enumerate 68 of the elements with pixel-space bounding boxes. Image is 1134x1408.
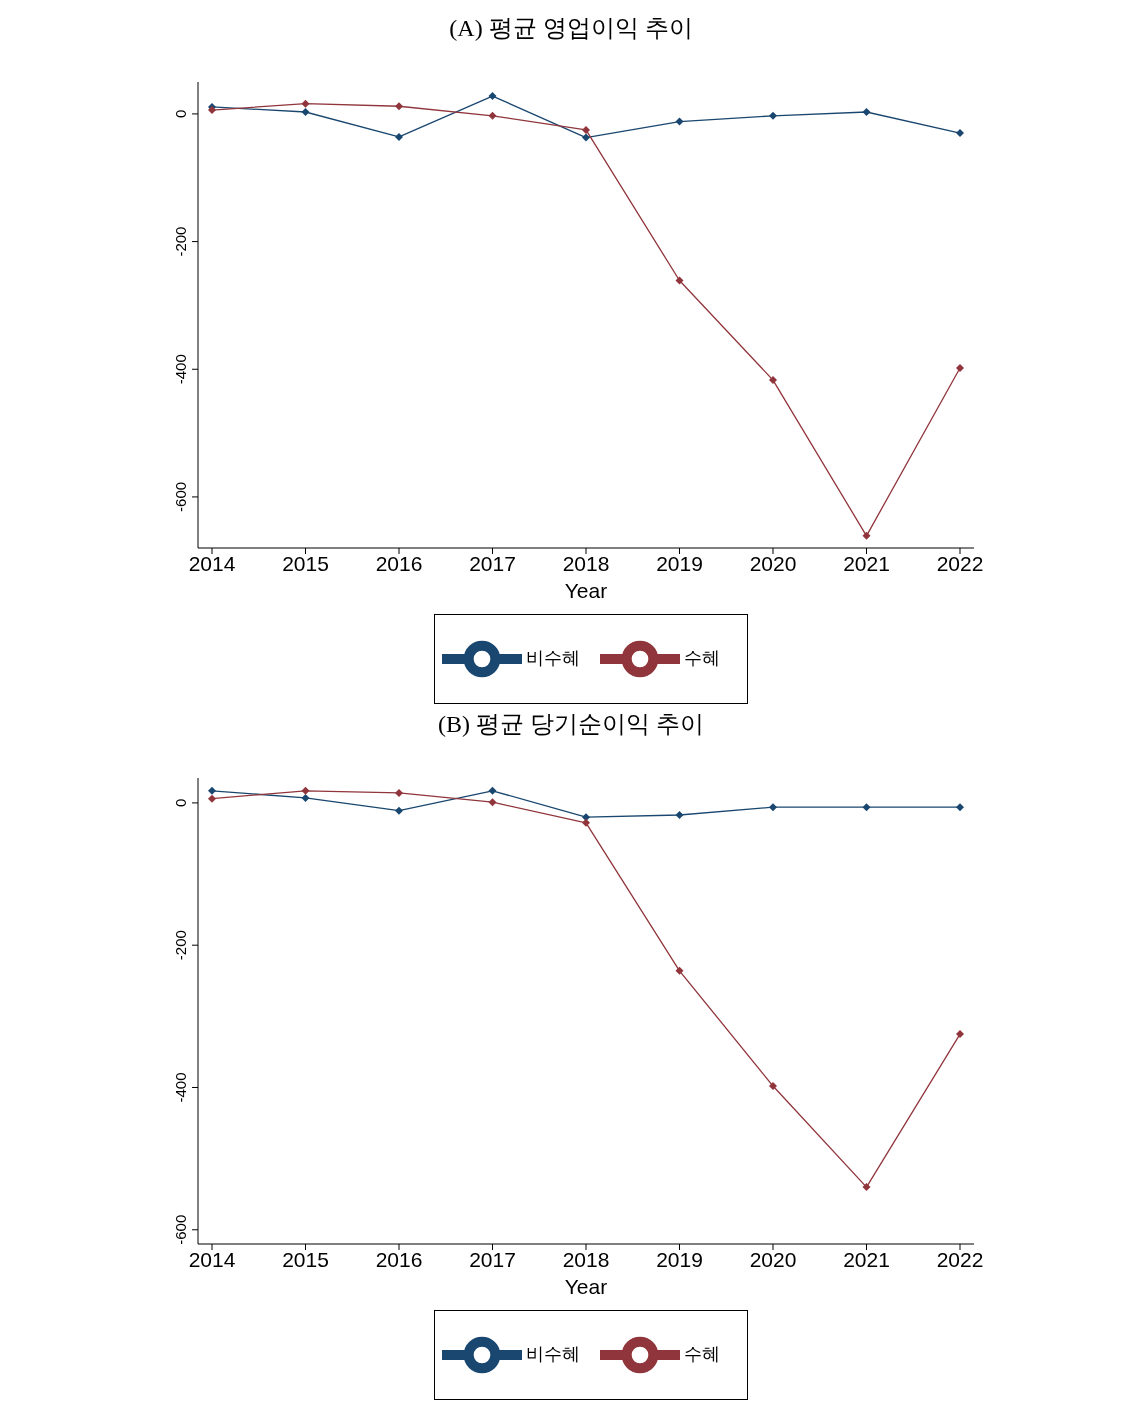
x-tick-label: 2019	[656, 551, 703, 575]
point	[208, 794, 216, 803]
point	[395, 788, 403, 797]
y-tick-label: 0	[172, 798, 189, 808]
x-tick-label: 2014	[188, 551, 236, 575]
legend-label: 수혜	[684, 647, 720, 668]
point	[675, 276, 684, 285]
point	[956, 129, 964, 138]
y-tick-label: -400	[172, 354, 189, 385]
x-tick-label: 2022	[936, 1247, 984, 1271]
legend-label: 비수혜	[526, 647, 580, 668]
x-tick-label: 2018	[562, 1247, 610, 1271]
point	[488, 92, 497, 101]
x-tick-label: 2017	[469, 1247, 516, 1271]
point	[956, 363, 964, 372]
point	[582, 133, 590, 142]
point	[395, 806, 403, 815]
point	[769, 111, 777, 120]
x-tick-label: 2015	[282, 551, 329, 575]
x-tick-label: 2014	[188, 1247, 236, 1271]
point	[675, 966, 684, 975]
point	[301, 786, 310, 795]
point	[675, 811, 684, 819]
x-tick-label: 2021	[843, 1247, 890, 1271]
legend-label: 비수혜	[526, 1343, 580, 1364]
y-tick-label: -600	[172, 481, 189, 512]
point	[488, 111, 497, 120]
x-tick-label: 2018	[562, 551, 610, 575]
point	[769, 376, 777, 385]
point	[769, 803, 777, 812]
x-tick-label: 2020	[749, 551, 797, 575]
y-tick-label: 0	[172, 109, 189, 119]
x-tick-label: 2017	[469, 551, 516, 575]
point	[956, 1030, 964, 1039]
point	[582, 818, 590, 827]
point	[862, 1183, 871, 1192]
chart-title: (B) 평균 당기순이익 추이	[437, 710, 705, 739]
point	[208, 786, 216, 795]
x-tick-label: 2020	[749, 1247, 797, 1271]
x-axis-title: Year	[564, 579, 608, 602]
x-tick-label: 2019	[656, 1247, 703, 1271]
point	[769, 1082, 777, 1091]
point	[488, 786, 497, 795]
y-tick-label: -200	[172, 930, 189, 961]
point	[301, 793, 310, 802]
y-tick-label: -600	[172, 1214, 189, 1245]
x-tick-label: 2015	[282, 1247, 329, 1271]
chart-title: (A) 평균 영업이익 추이	[448, 14, 694, 43]
x-tick-label: 2021	[843, 551, 890, 575]
y-tick-label: -200	[172, 226, 189, 257]
x-tick-label: 2016	[375, 1247, 423, 1271]
point	[395, 132, 403, 141]
point	[395, 102, 403, 111]
x-tick-label: 2022	[936, 551, 984, 575]
point	[301, 108, 310, 116]
point	[208, 106, 216, 115]
y-tick-label: -400	[172, 1072, 189, 1103]
x-tick-label: 2016	[375, 551, 423, 575]
point	[862, 108, 871, 116]
point	[956, 803, 964, 812]
point	[301, 99, 310, 108]
point	[675, 117, 684, 126]
point	[488, 798, 497, 807]
legend-label: 수혜	[684, 1343, 720, 1364]
point	[862, 803, 871, 812]
x-axis-title: Year	[564, 1275, 608, 1298]
point	[862, 531, 871, 540]
point	[582, 125, 590, 134]
